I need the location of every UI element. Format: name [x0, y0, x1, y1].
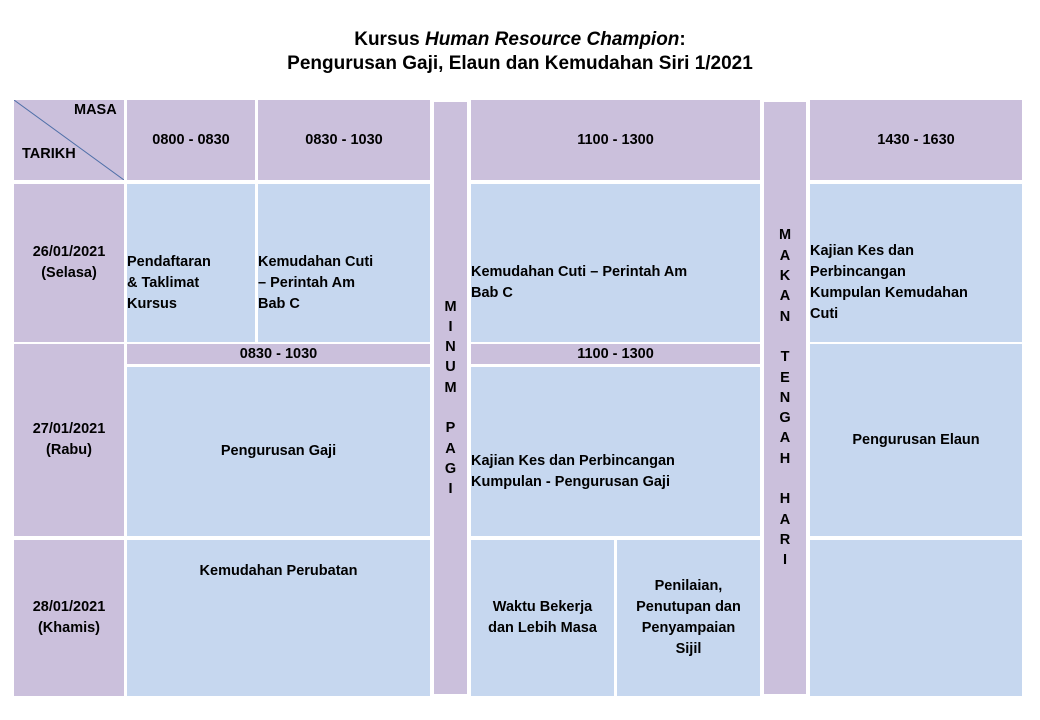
day3-date: 28/01/2021: [32, 599, 106, 615]
day3-slot3b-line: Sijil: [675, 641, 702, 657]
day3-slot3b-line: Penilaian,: [654, 578, 723, 594]
day1-date-cell: 26/01/2021 (Selasa): [14, 184, 124, 342]
day1-slot2-line: – Perintah Am: [258, 274, 355, 291]
day3-slot3b: Penilaian, Penutupan dan Penyampaian Sij…: [617, 540, 760, 696]
day1-slot1-line: Kursus: [127, 295, 177, 312]
day1-slot4-line: Cuti: [810, 306, 839, 322]
day2-date-cell: 27/01/2021 (Rabu): [14, 344, 124, 536]
course-title-line1: Kursus Human Resource Champion:: [354, 29, 686, 50]
day2-slot3: Kajian Kes dan Perbincangan Kumpulan - P…: [471, 367, 760, 536]
day2-subheader-1100: 1100 - 1300: [471, 344, 760, 364]
day1-slot1: Pendaftaran & Taklimat Kursus: [127, 184, 255, 342]
day3-slot4-empty: [810, 540, 1022, 696]
header-slot-0800: 0800 - 0830: [127, 100, 255, 180]
day3-slot2: Kemudahan Perubatan: [127, 540, 430, 696]
day2-slot4: Pengurusan Elaun: [810, 344, 1022, 536]
day2-date: 27/01/2021: [32, 421, 106, 437]
day1-slot4-line: Perbincangan: [810, 264, 906, 280]
day2-day: (Rabu): [46, 442, 92, 458]
day1-slot2-line: Kemudahan Cuti: [258, 253, 374, 270]
day1-date: 26/01/2021: [32, 244, 106, 260]
header-tarikh-label: TARIKH: [22, 146, 76, 162]
day2-subheader-0830: 0830 - 1030: [127, 344, 430, 364]
day1-slot3-line: Kemudahan Cuti – Perintah Am: [471, 264, 688, 280]
day1-slot4-line: Kumpulan Kemudahan: [810, 285, 968, 301]
day1-slot3-line: Bab C: [471, 285, 513, 301]
day2-slot3-line: Kumpulan - Pengurusan Gaji: [471, 473, 670, 490]
header-slot-0830: 0830 - 1030: [258, 100, 430, 180]
day1-slot1-line: Pendaftaran: [127, 253, 211, 270]
header-masa-label: MASA: [74, 102, 117, 118]
day1-slot4-line: Kajian Kes dan: [810, 243, 914, 259]
header-masa-tarikh-cell: [14, 100, 124, 180]
day2-slot3-line: Kajian Kes dan Perbincangan: [471, 452, 675, 469]
day3-slot3a: Waktu Bekerja dan Lebih Masa: [471, 540, 614, 696]
day1-slot2-line: Bab C: [258, 295, 300, 312]
day1-slot4: Kajian Kes dan Perbincangan Kumpulan Kem…: [810, 184, 1022, 342]
day1-slot1-line: & Taklimat: [127, 274, 200, 291]
day2-slot2: Pengurusan Gaji: [127, 367, 430, 536]
day3-date-cell: 28/01/2021 (Khamis): [14, 540, 124, 696]
day3-day: (Khamis): [37, 620, 101, 636]
header-slot-1100: 1100 - 1300: [471, 100, 760, 180]
day1-slot3: Kemudahan Cuti – Perintah Am Bab C: [471, 184, 760, 342]
day1-day: (Selasa): [41, 265, 97, 281]
course-title-line2: Pengurusan Gaji, Elaun dan Kemudahan Sir…: [287, 53, 753, 74]
header-slot-1430: 1430 - 1630: [810, 100, 1022, 180]
day1-slot2: Kemudahan Cuti – Perintah Am Bab C: [258, 184, 430, 342]
day3-slot3b-line: Penutupan dan: [636, 599, 741, 615]
diagonal-divider: [14, 100, 124, 180]
day3-slot3a-line: Waktu Bekerja: [492, 599, 593, 615]
day3-slot3b-line: Penyampaian: [641, 620, 736, 636]
day3-slot3a-line: dan Lebih Masa: [488, 620, 597, 636]
